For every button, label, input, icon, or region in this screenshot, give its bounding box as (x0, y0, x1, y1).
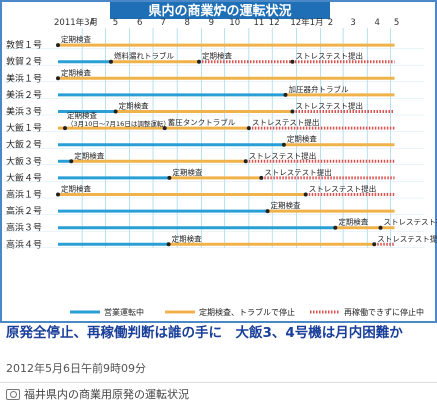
article-headline[interactable]: 原発全停止、再稼働判断は誰の手に 大飯3、4号機は月内困難か (6, 325, 403, 341)
event-marker (290, 109, 295, 114)
month-tick-label: 9 (209, 18, 214, 28)
event-marker (56, 192, 60, 197)
unit-label: 大飯３号 (6, 155, 42, 167)
title-bar (110, 2, 330, 19)
unit-label: 高浜３号 (6, 222, 42, 234)
month-tick-label: 8 (184, 18, 189, 28)
month-tick-label: 4 (375, 18, 380, 28)
unit-label: 敦賀１号 (6, 39, 42, 51)
month-tick-label: 10 (229, 18, 240, 28)
event-label: ストレステスト提出 (249, 150, 317, 160)
event-marker (196, 59, 201, 64)
month-tick-label: 5 (394, 18, 399, 28)
photo-caption: 福井県内の商業用原発の運転状況 (6, 386, 189, 402)
event-label: 定期検査 (172, 233, 202, 243)
event-marker (167, 175, 172, 180)
unit-label: 高浜４号 (6, 238, 42, 250)
event-marker (243, 159, 248, 164)
event-marker (265, 209, 270, 214)
event-marker (259, 175, 264, 180)
month-tick-label: 7 (160, 18, 165, 28)
event-label: ストレステスト提出 (309, 184, 377, 194)
event-label: 蓄圧タンクトラブル (168, 117, 236, 127)
event-marker (162, 126, 167, 131)
camera-icon (6, 388, 20, 400)
header-left-label: 2011年3月 (54, 17, 98, 28)
photo-caption-text: 福井県内の商業用原発の運転状況 (24, 388, 189, 401)
event-label: 定期検査 (74, 150, 104, 160)
event-label: 定期検査 (61, 34, 91, 44)
event-label: 定期検査 (287, 134, 317, 144)
event-label: ストレステスト提出 (264, 167, 332, 177)
event-label: ストレステスト提出 (384, 217, 437, 227)
unit-label: 美浜３号 (6, 106, 42, 118)
month-tick-label: 3 (350, 18, 355, 28)
event-label: 定期検査 (119, 101, 149, 111)
event-marker (166, 242, 171, 247)
event-label: 加圧器弁トラブル (288, 84, 348, 94)
event-label: ストレステスト提出 (295, 51, 363, 61)
unit-label: 敦賀２号 (6, 56, 42, 68)
article-date: 2012年5月6日午前9時09分 (6, 362, 146, 375)
unit-label: 大飯４号 (6, 172, 42, 184)
unit-label: 大飯１号 (6, 122, 42, 134)
legend-label: 営業運転中 (104, 307, 144, 317)
chart-title: 県内の商業炉の運転状況 (148, 3, 291, 19)
event-label: 燃料漏れトラブル (114, 51, 174, 61)
unit-label: 高浜１号 (6, 189, 42, 201)
month-tick-label: 2 (328, 18, 333, 28)
event-label: 定期検査 (338, 217, 368, 227)
event-marker (378, 225, 383, 230)
month-tick-label: 12 (269, 18, 280, 28)
event-marker (283, 92, 288, 97)
event-label: 定期検査 (172, 167, 202, 177)
event-label: 定期検査 (61, 67, 91, 77)
chart-figure: 県内の商業炉の運転状況 2011年3月 4 5 6 7 8 9 10 11 12 12年1月 2 3 4 5 敦… (0, 0, 437, 323)
event-label: ストレステスト提出 (377, 233, 437, 243)
event-label: 定期検査 (67, 110, 97, 120)
event-label: 定期検査 (271, 200, 301, 210)
event-marker (56, 76, 60, 81)
event-marker (113, 109, 118, 114)
header-mid-label: 12年1月 (290, 17, 323, 28)
event-label: ストレステスト提出 (295, 101, 363, 111)
event-label: 定期検査 (202, 51, 232, 61)
unit-label: 高浜２号 (6, 205, 42, 217)
unit-label: 美浜２号 (6, 89, 42, 101)
unit-label: 大飯２号 (6, 139, 42, 151)
event-marker (281, 142, 286, 147)
event-marker (303, 192, 308, 197)
event-marker (108, 59, 113, 64)
legend-label: 再稼働できずに停止中 (344, 307, 424, 317)
event-marker (63, 126, 68, 131)
event-marker (372, 242, 377, 247)
legend-label: 定期検査、トラブルで停止 (199, 307, 295, 317)
unit-label: 美浜１号 (6, 72, 42, 84)
event-marker (333, 225, 338, 230)
event-label: ストレステスト提出 (252, 117, 320, 127)
month-tick-label: 5 (113, 18, 118, 28)
event-marker (290, 59, 295, 64)
event-label: 定期検査 (61, 184, 91, 194)
event-marker (69, 159, 74, 164)
event-marker (246, 126, 251, 131)
month-tick-label: 4 (89, 18, 94, 28)
month-tick-label: 6 (137, 18, 142, 28)
event-label-note: （3月10日〜7月16日は調整運転） (67, 119, 170, 128)
event-marker (56, 43, 60, 48)
month-tick-label: 11 (253, 18, 264, 28)
divider (0, 382, 437, 383)
